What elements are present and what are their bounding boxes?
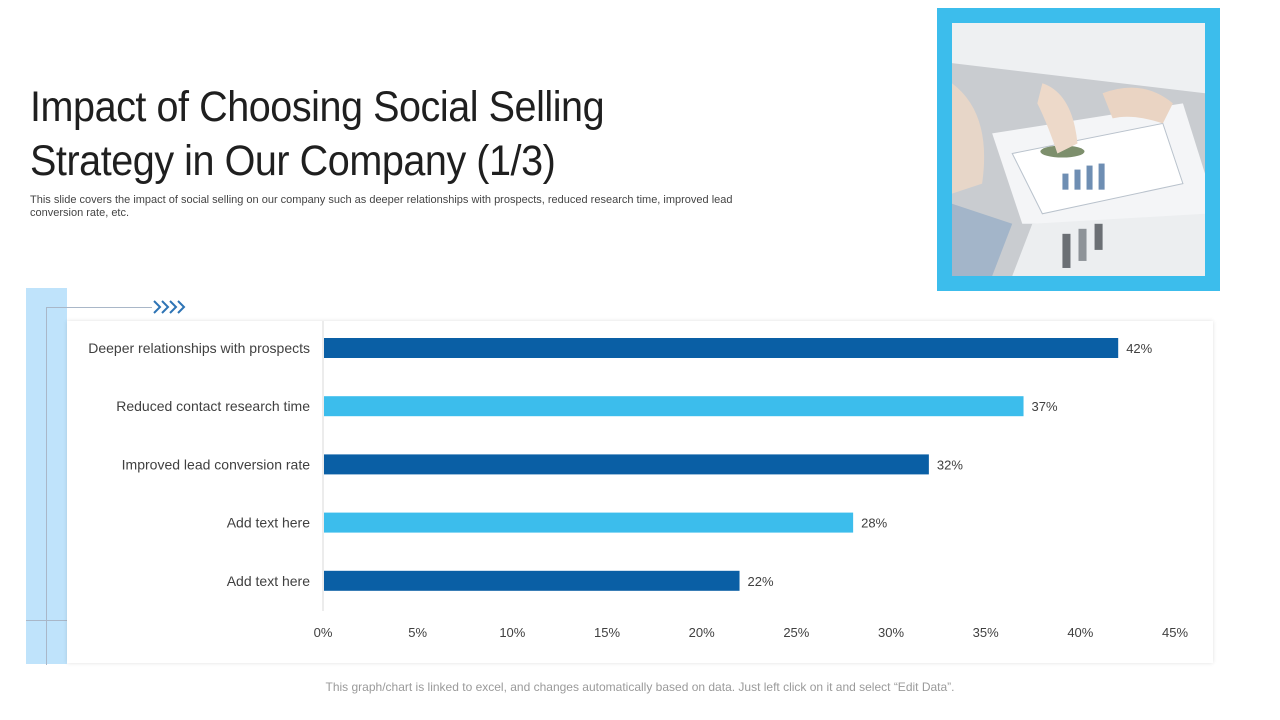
slide-title: Impact of Choosing Social Selling Strate… [30,83,605,185]
data-label: 28% [861,516,887,531]
business-meeting-photo [952,23,1205,276]
x-tick-label: 20% [689,625,715,640]
bar [324,512,854,533]
slide-subtitle: This slide covers the impact of social s… [30,194,733,219]
x-tick-label: 30% [878,625,904,640]
decorative-horizontal-line [46,307,152,308]
decorative-crossbar-line [26,620,67,621]
category-label: Deeper relationships with prospects [88,340,310,356]
category-label: Add text here [227,515,310,531]
x-tick-label: 25% [783,625,809,640]
category-label: Reduced contact research time [116,398,310,414]
x-tick-label: 10% [499,625,525,640]
x-tick-label: 0% [314,625,333,640]
data-label: 32% [937,457,963,472]
chart-card: Deeper relationships with prospects 42% Re… [67,321,1213,663]
x-tick-label: 35% [973,625,999,640]
x-tick-label: 40% [1067,625,1093,640]
bar [324,396,1024,417]
x-tick-label: 15% [594,625,620,640]
data-label: 22% [748,574,774,589]
bar-chart: Deeper relationships with prospects 42% Re… [88,321,1188,640]
decorative-vertical-line [46,307,47,665]
data-label: 42% [1126,341,1152,356]
data-label: 37% [1032,399,1058,414]
x-tick-label: 5% [408,625,427,640]
bar [324,338,1119,358]
category-label: Add text here [227,573,310,589]
category-label: Improved lead conversion rate [122,456,311,472]
chart-footnote: This graph/chart is linked to excel, and… [325,680,955,694]
bar [324,570,740,591]
bar [324,454,929,475]
chevron-arrows-icon [153,300,186,314]
photo-frame [937,8,1220,291]
x-tick-label: 45% [1162,625,1188,640]
